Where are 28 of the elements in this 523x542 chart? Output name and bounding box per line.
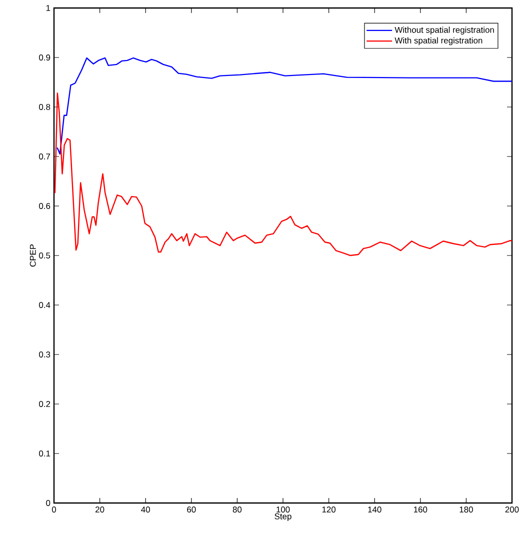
- y-tick-label: 0.7: [39, 154, 50, 160]
- x-tick-label: 0: [52, 506, 56, 513]
- x-tick-label: 20: [96, 506, 104, 513]
- x-tick-label: 140: [368, 506, 382, 513]
- x-tick-label: 100: [276, 506, 290, 513]
- y-axis-title: CPEP: [30, 244, 36, 267]
- line-series: [56, 57, 512, 155]
- y-tick-label: 0.1: [39, 450, 50, 456]
- y-tick-label: 0.3: [39, 352, 50, 358]
- y-tick-label: 0.6: [39, 203, 50, 209]
- y-tick-label: 1: [46, 5, 50, 11]
- legend-label: With spatial registration: [394, 37, 482, 46]
- x-tick-label: 160: [414, 506, 428, 513]
- y-tick-label: 0: [46, 500, 50, 506]
- legend-label: Without spatial registration: [394, 26, 494, 35]
- y-tick-label: 0.2: [39, 401, 50, 407]
- x-tick-label: 120: [322, 506, 336, 513]
- x-axis-title: Step: [274, 513, 292, 522]
- x-tick-label: 80: [232, 506, 242, 513]
- y-tick-label: 0.8: [39, 104, 50, 110]
- x-tick-label: 180: [460, 506, 473, 513]
- x-tick-label: 40: [141, 506, 150, 513]
- y-tick-label: 0.9: [39, 54, 50, 60]
- x-tick-label: 60: [187, 506, 196, 513]
- y-tick-label: 0.4: [39, 302, 50, 308]
- line-series: [54, 92, 512, 256]
- y-tick-label: 0.5: [39, 252, 50, 258]
- x-tick-label: 200: [505, 506, 519, 513]
